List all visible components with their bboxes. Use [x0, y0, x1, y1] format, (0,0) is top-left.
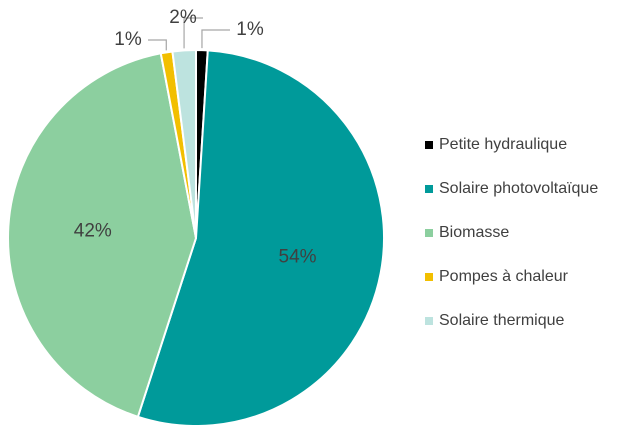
data-label: 1% [114, 29, 142, 50]
data-label: 1% [236, 19, 264, 40]
legend-swatch [425, 273, 433, 281]
legend-swatch [425, 141, 433, 149]
legend-label: Solaire photovoltaïque [439, 180, 598, 197]
legend-label: Solaire thermique [439, 312, 565, 329]
pie-slice [136, 49, 385, 425]
legend-label: Pompes à chaleur [439, 268, 569, 285]
legend-label: Biomasse [439, 224, 509, 241]
pie-slice [7, 52, 198, 419]
leader-line [183, 17, 203, 49]
pie-slice [171, 48, 197, 239]
data-label: 2% [169, 7, 197, 28]
data-label: 42% [74, 221, 112, 242]
legend-swatch [425, 317, 433, 325]
legend-swatch [425, 229, 433, 237]
legend-swatch [425, 185, 433, 193]
leader-line [148, 39, 167, 51]
data-label: 54% [279, 246, 317, 267]
leader-line [201, 29, 230, 49]
legend-label: Petite hydraulique [439, 136, 567, 153]
